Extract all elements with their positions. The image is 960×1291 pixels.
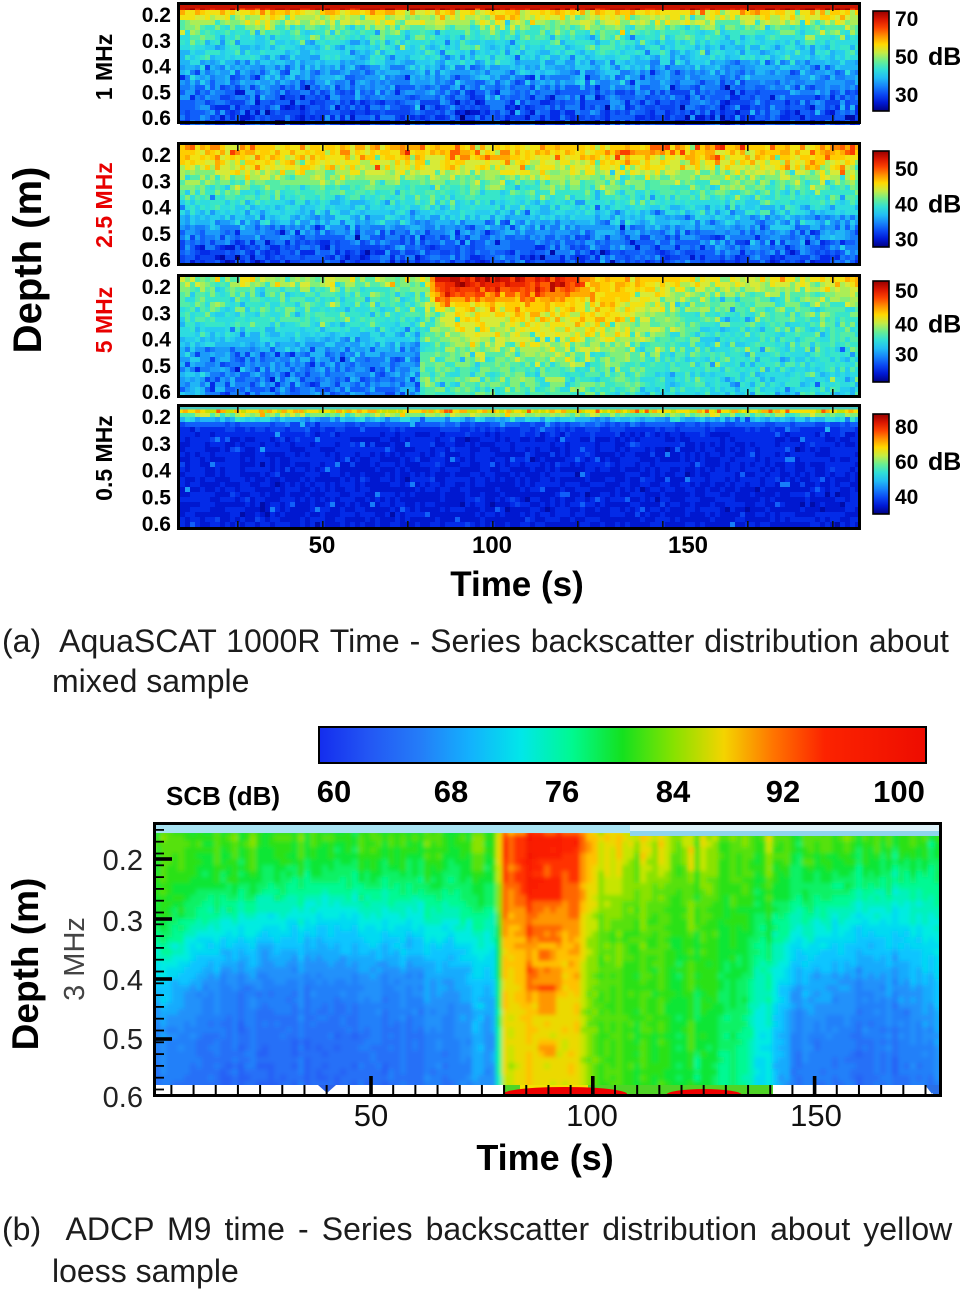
- svg-text:0.6: 0.6: [142, 249, 171, 272]
- svg-text:80: 80: [895, 416, 918, 439]
- svg-text:0.4: 0.4: [103, 965, 143, 997]
- svg-text:0.5: 0.5: [103, 1024, 143, 1056]
- svg-text:40: 40: [895, 486, 918, 509]
- svg-text:100: 100: [566, 1098, 618, 1133]
- svg-text:76: 76: [545, 774, 579, 809]
- svg-text:dB: dB: [928, 191, 960, 219]
- svg-text:50: 50: [895, 158, 918, 181]
- svg-text:0.3: 0.3: [142, 30, 171, 53]
- svg-text:SCB (dB): SCB (dB): [166, 781, 280, 811]
- svg-text:0.5: 0.5: [142, 355, 172, 378]
- svg-text:50: 50: [309, 532, 336, 559]
- svg-text:0.5: 0.5: [142, 81, 172, 104]
- svg-text:0.2: 0.2: [142, 144, 171, 167]
- svg-text:2.5 MHz: 2.5 MHz: [91, 162, 117, 248]
- svg-text:0.2: 0.2: [142, 406, 171, 429]
- svg-text:dB: dB: [928, 43, 960, 71]
- svg-text:Time (s): Time (s): [450, 565, 584, 604]
- svg-text:150: 150: [668, 532, 708, 559]
- svg-text:100: 100: [472, 532, 512, 559]
- svg-text:0.2: 0.2: [142, 4, 171, 27]
- svg-text:0.6: 0.6: [142, 381, 171, 404]
- svg-text:0.3: 0.3: [142, 302, 171, 325]
- svg-text:40: 40: [895, 313, 918, 336]
- svg-text:0.4: 0.4: [142, 460, 172, 483]
- svg-text:0.6: 0.6: [103, 1082, 143, 1114]
- svg-text:0.4: 0.4: [142, 197, 172, 220]
- svg-text:60: 60: [317, 774, 351, 809]
- svg-text:84: 84: [656, 774, 691, 809]
- svg-text:60: 60: [895, 451, 918, 474]
- svg-text:0.4: 0.4: [142, 56, 172, 79]
- svg-text:0.6: 0.6: [142, 107, 171, 130]
- svg-text:0.5: 0.5: [142, 223, 172, 246]
- svg-text:0.3: 0.3: [142, 433, 171, 456]
- svg-text:1 MHz: 1 MHz: [91, 34, 117, 100]
- svg-text:68: 68: [434, 774, 468, 809]
- svg-text:0.4: 0.4: [142, 329, 172, 352]
- svg-text:Depth (m): Depth (m): [6, 167, 50, 354]
- svg-text:0.2: 0.2: [103, 845, 143, 877]
- svg-text:0.3: 0.3: [142, 170, 171, 193]
- svg-text:dB: dB: [928, 310, 960, 338]
- svg-text:30: 30: [895, 228, 918, 251]
- svg-text:5 MHz: 5 MHz: [91, 287, 117, 353]
- svg-text:0.6: 0.6: [142, 513, 171, 536]
- svg-text:50: 50: [895, 280, 918, 303]
- svg-text:30: 30: [895, 84, 918, 107]
- svg-text:30: 30: [895, 344, 918, 367]
- svg-text:92: 92: [766, 774, 800, 809]
- svg-text:0.3: 0.3: [103, 906, 143, 938]
- svg-text:150: 150: [790, 1098, 842, 1133]
- svg-text:0.5: 0.5: [142, 486, 172, 509]
- svg-text:dB: dB: [928, 448, 960, 476]
- svg-text:100: 100: [873, 774, 925, 809]
- svg-text:Time (s): Time (s): [476, 1137, 613, 1178]
- svg-text:0.2: 0.2: [142, 276, 171, 299]
- svg-text:50: 50: [895, 46, 918, 69]
- svg-text:Depth (m): Depth (m): [5, 878, 46, 1051]
- svg-text:70: 70: [895, 8, 918, 31]
- svg-text:3 MHz: 3 MHz: [59, 917, 91, 1001]
- svg-text:0.5 MHz: 0.5 MHz: [91, 415, 117, 501]
- svg-text:50: 50: [354, 1098, 388, 1133]
- svg-text:40: 40: [895, 194, 918, 217]
